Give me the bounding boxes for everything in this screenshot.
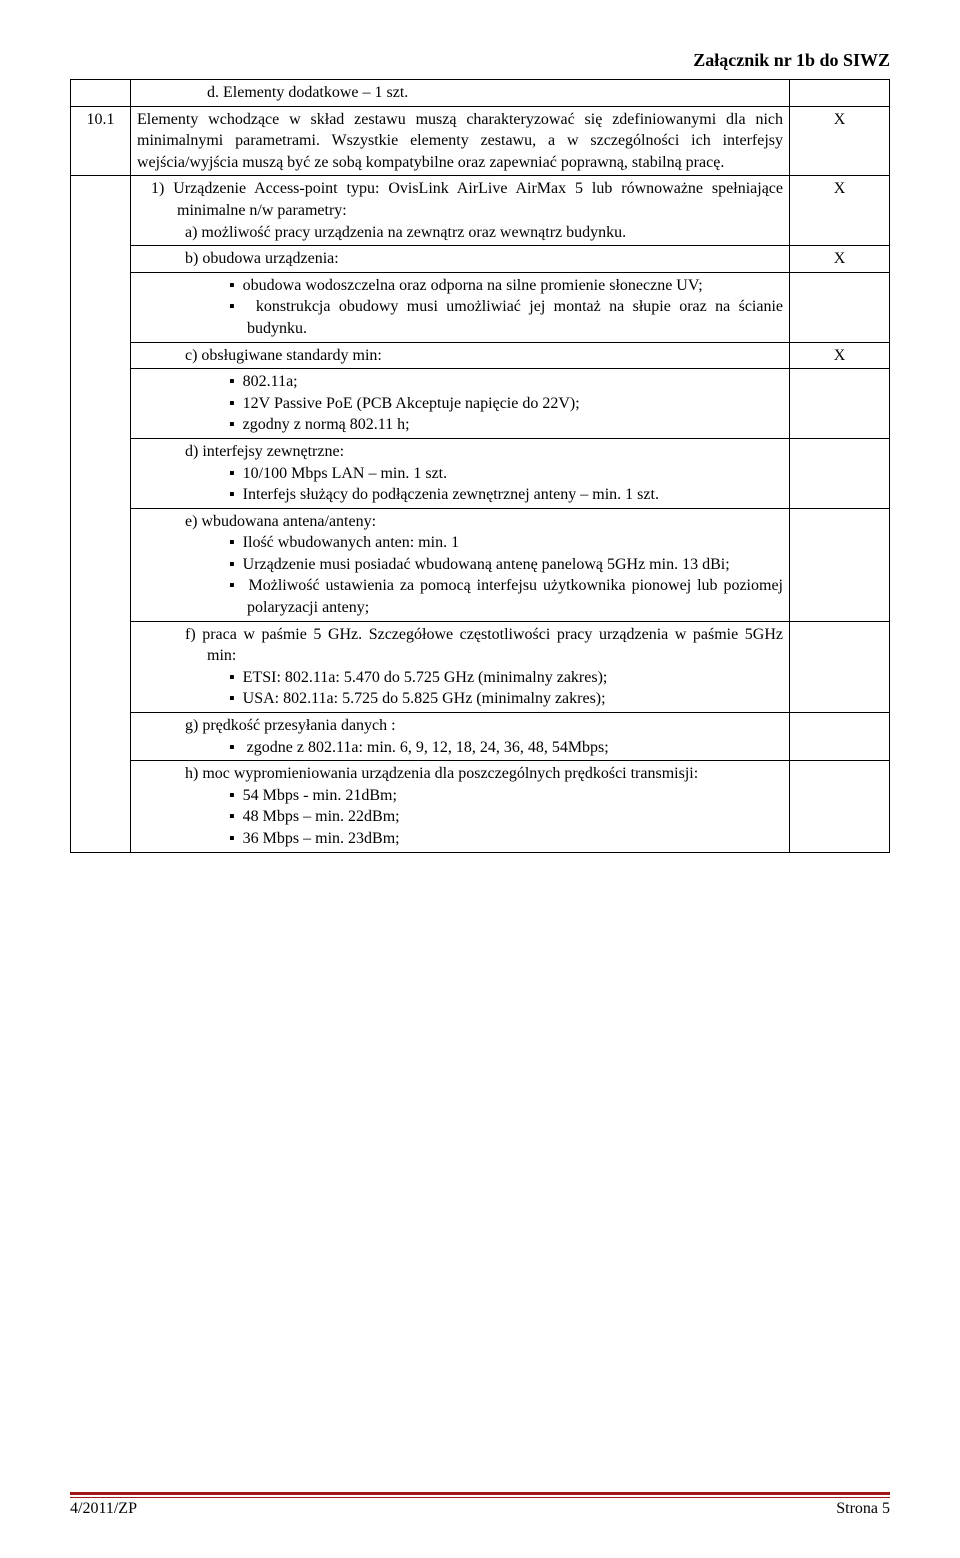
bullet: ▪ 48 Mbps – min. 22dBm; — [137, 806, 783, 828]
footer-rule-thick — [70, 1492, 890, 1495]
table-row: e) wbudowana antena/anteny: ▪ Ilość wbud… — [71, 508, 890, 621]
table-row: 10.1 Elementy wchodzące w skład zestawu … — [71, 106, 890, 176]
bullet-text: 48 Mbps – min. 22dBm; — [243, 808, 400, 825]
cell-mark: X — [790, 246, 890, 273]
cell-mark — [790, 272, 890, 342]
bullet: ▪ zgodne z 802.11a: min. 6, 9, 12, 18, 2… — [137, 737, 783, 759]
bullet-text: 54 Mbps - min. 21dBm; — [243, 787, 397, 804]
table-row: b) obudowa urządzenia: X — [71, 246, 890, 273]
bullet: ▪ Interfejs służący do podłączenia zewnę… — [137, 484, 783, 506]
table-row: g) prędkość przesyłania danych : ▪ zgodn… — [71, 713, 890, 761]
cell-mark — [790, 80, 890, 107]
cell-text: g) prędkość przesyłania danych : ▪ zgodn… — [131, 713, 790, 761]
cell-text: f) praca w paśmie 5 GHz. Szczegółowe czę… — [131, 621, 790, 712]
text: a) możliwość pracy urządzenia na zewnątr… — [137, 222, 783, 244]
cell-num — [71, 176, 131, 852]
cell-mark: X — [790, 106, 890, 176]
table-row: f) praca w paśmie 5 GHz. Szczegółowe czę… — [71, 621, 890, 712]
cell-text: h) moc wypromieniowania urządzenia dla p… — [131, 761, 790, 852]
cell-text: ▪ obudowa wodoszczelna oraz odporna na s… — [131, 272, 790, 342]
table-row: ▪ obudowa wodoszczelna oraz odporna na s… — [71, 272, 890, 342]
cell-num: 10.1 — [71, 106, 131, 176]
text: e) wbudowana antena/anteny: — [137, 511, 783, 533]
cell-num — [71, 80, 131, 107]
cell-text: b) obudowa urządzenia: — [131, 246, 790, 273]
bullet: ▪ obudowa wodoszczelna oraz odporna na s… — [137, 275, 783, 297]
text: d) interfejsy zewnętrzne: — [137, 441, 783, 463]
table-row: ▪ 802.11a; ▪ 12V Passive PoE (PCB Akcept… — [71, 369, 890, 439]
cell-mark — [790, 621, 890, 712]
cell-mark — [790, 713, 890, 761]
attachment-header: Załącznik nr 1b do SIWZ — [70, 50, 890, 71]
bullet: ▪ USA: 802.11a: 5.725 do 5.825 GHz (mini… — [137, 688, 783, 710]
bullet-text: obudowa wodoszczelna oraz odporna na sil… — [243, 277, 703, 294]
cell-mark: X — [790, 342, 890, 369]
footer-left: 4/2011/ZP — [70, 1500, 137, 1518]
bullet: ▪ 12V Passive PoE (PCB Akceptuje napięci… — [137, 393, 783, 415]
bullet-text: konstrukcja obudowy musi umożliwiać jej … — [247, 298, 783, 337]
cell-text: d. Elementy dodatkowe – 1 szt. — [131, 80, 790, 107]
text: 1) Urządzenie Access-point typu: OvisLin… — [137, 178, 783, 221]
bullet-text: zgodny z normą 802.11 h; — [243, 416, 410, 433]
bullet: ▪ Urządzenie musi posiadać wbudowaną ant… — [137, 554, 783, 576]
bullet-text: Urządzenie musi posiadać wbudowaną anten… — [243, 556, 730, 573]
bullet-text: Ilość wbudowanych anten: min. 1 — [243, 534, 459, 551]
bullet-text: 802.11a; — [243, 373, 298, 390]
bullet: ▪ 54 Mbps - min. 21dBm; — [137, 785, 783, 807]
bullet-text: 10/100 Mbps LAN – min. 1 szt. — [243, 465, 447, 482]
cell-text: e) wbudowana antena/anteny: ▪ Ilość wbud… — [131, 508, 790, 621]
cell-text: ▪ 802.11a; ▪ 12V Passive PoE (PCB Akcept… — [131, 369, 790, 439]
bullet-text: 12V Passive PoE (PCB Akceptuje napięcie … — [243, 395, 580, 412]
bullet-text: 36 Mbps – min. 23dBm; — [243, 830, 400, 847]
cell-text: d) interfejsy zewnętrzne: ▪ 10/100 Mbps … — [131, 438, 790, 508]
bullet-text: USA: 802.11a: 5.725 do 5.825 GHz (minima… — [243, 690, 606, 707]
table-row: c) obsługiwane standardy min: X — [71, 342, 890, 369]
cell-mark: X — [790, 176, 890, 246]
text: g) prędkość przesyłania danych : — [137, 715, 783, 737]
table-row: 1) Urządzenie Access-point typu: OvisLin… — [71, 176, 890, 246]
table-row: d. Elementy dodatkowe – 1 szt. — [71, 80, 890, 107]
table-row: h) moc wypromieniowania urządzenia dla p… — [71, 761, 890, 852]
bullet: ▪ konstrukcja obudowy musi umożliwiać je… — [137, 296, 783, 339]
spec-table: d. Elementy dodatkowe – 1 szt. 10.1 Elem… — [70, 79, 890, 853]
text: f) praca w paśmie 5 GHz. Szczegółowe czę… — [137, 624, 783, 667]
bullet: ▪ zgodny z normą 802.11 h; — [137, 414, 783, 436]
bullet-text: Interfejs służący do podłączenia zewnętr… — [243, 486, 659, 503]
cell-text: Elementy wchodzące w skład zestawu muszą… — [131, 106, 790, 176]
bullet: ▪ 10/100 Mbps LAN – min. 1 szt. — [137, 463, 783, 485]
page-footer: 4/2011/ZP Strona 5 — [70, 1492, 890, 1518]
cell-text: 1) Urządzenie Access-point typu: OvisLin… — [131, 176, 790, 246]
bullet: ▪ 36 Mbps – min. 23dBm; — [137, 828, 783, 850]
bullet-text: Możliwość ustawienia za pomocą interfejs… — [247, 577, 783, 616]
cell-mark — [790, 508, 890, 621]
text: c) obsługiwane standardy min: — [137, 345, 783, 367]
bullet: ▪ Możliwość ustawienia za pomocą interfe… — [137, 575, 783, 618]
text: h) moc wypromieniowania urządzenia dla p… — [137, 763, 783, 785]
bullet: ▪ ETSI: 802.11a: 5.470 do 5.725 GHz (min… — [137, 667, 783, 689]
bullet: ▪ Ilość wbudowanych anten: min. 1 — [137, 532, 783, 554]
bullet-text: ETSI: 802.11a: 5.470 do 5.725 GHz (minim… — [243, 669, 608, 686]
cell-text: c) obsługiwane standardy min: — [131, 342, 790, 369]
text: b) obudowa urządzenia: — [137, 248, 783, 270]
footer-right: Strona 5 — [836, 1500, 890, 1518]
cell-mark — [790, 438, 890, 508]
text: d. Elementy dodatkowe – 1 szt. — [137, 82, 783, 104]
cell-mark — [790, 369, 890, 439]
table-row: d) interfejsy zewnętrzne: ▪ 10/100 Mbps … — [71, 438, 890, 508]
bullet: ▪ 802.11a; — [137, 371, 783, 393]
cell-mark — [790, 761, 890, 852]
bullet-text: zgodne z 802.11a: min. 6, 9, 12, 18, 24,… — [243, 739, 609, 756]
page: Załącznik nr 1b do SIWZ d. Elementy doda… — [0, 0, 960, 1558]
